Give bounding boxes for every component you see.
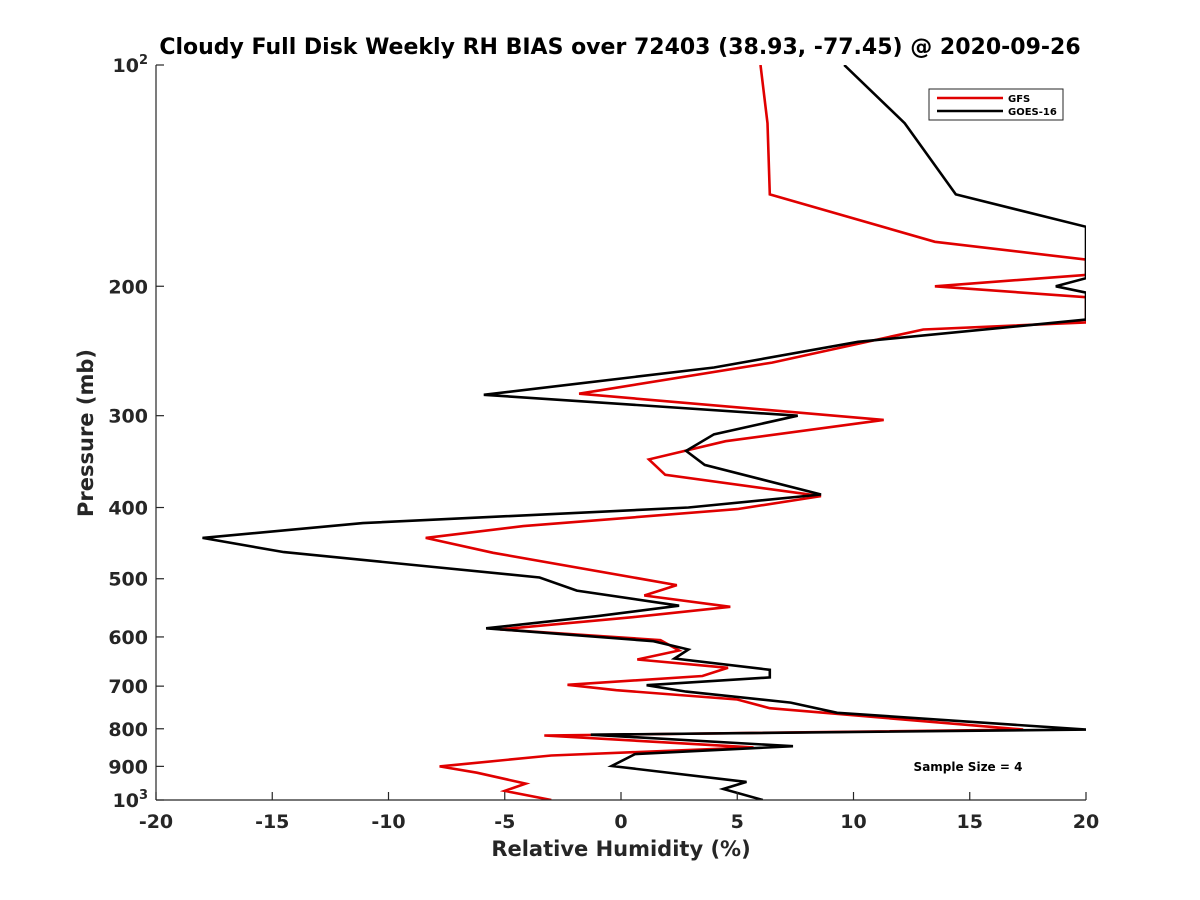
- legend-label: GFS: [1008, 94, 1030, 105]
- y-tick-label: 800: [108, 719, 148, 741]
- x-tick-label: 0: [614, 811, 627, 833]
- axes-background: [156, 65, 1086, 800]
- y-tick-label: 400: [108, 498, 148, 520]
- legend: GFS GOES-16: [928, 88, 1064, 121]
- x-tick-label: 15: [957, 811, 983, 833]
- x-tick-label: 10: [840, 811, 866, 833]
- y-tick-label: 103: [113, 788, 149, 812]
- series-line-goes-16: [202, 65, 1086, 800]
- y-tick-label: 600: [108, 627, 148, 649]
- legend-label: GOES-16: [1008, 107, 1057, 118]
- y-axis-ticks: 102 200 300 400 500 600 700 800 900 103: [108, 53, 164, 812]
- y-tick-label: 102: [113, 53, 149, 77]
- series-layer: [202, 65, 1086, 800]
- x-tick-label: -15: [255, 811, 289, 833]
- x-axis-label: Relative Humidity (%): [491, 837, 750, 861]
- plot-area: -20 -15 -10 -5 0 5 10 15 20 102 200 300 400 500 600 70…: [108, 53, 1099, 833]
- chart-title: Cloudy Full Disk Weekly RH BIAS over 724…: [159, 35, 1080, 60]
- y-tick-label: 200: [108, 276, 148, 298]
- y-tick-label: 900: [108, 756, 148, 778]
- legend-box: [928, 88, 1064, 121]
- x-tick-label: 20: [1073, 811, 1099, 833]
- x-tick-label: -5: [494, 811, 515, 833]
- x-axis-ticks: -20 -15 -10 -5 0 5 10 15 20: [139, 792, 1099, 833]
- sample-size-annotation: Sample Size = 4: [914, 760, 1023, 774]
- y-tick-label: 300: [108, 406, 148, 428]
- legend-item-gfs: GFS: [937, 94, 1030, 105]
- x-tick-label: 5: [731, 811, 744, 833]
- x-tick-label: -20: [139, 811, 173, 833]
- y-tick-label: 700: [108, 676, 148, 698]
- y-axis-label: Pressure (mb): [74, 349, 98, 517]
- legend-item-goes-16: GOES-16: [937, 107, 1057, 118]
- y-tick-label: 500: [108, 569, 148, 591]
- x-tick-label: -10: [371, 811, 405, 833]
